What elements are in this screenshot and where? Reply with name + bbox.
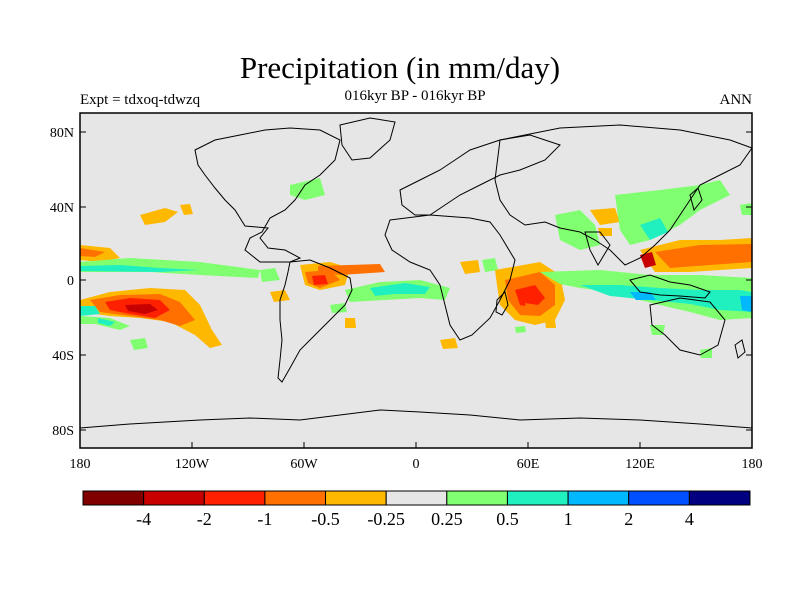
anomaly-patches	[80, 178, 752, 358]
colorbar-box	[82, 490, 145, 506]
season-label: ANN	[719, 92, 753, 108]
coastline-new-zealand	[734, 339, 746, 359]
patch-green	[80, 258, 260, 278]
colorbar-boxes	[82, 490, 751, 506]
patch-orange	[318, 264, 385, 275]
patch-yellow	[270, 290, 290, 302]
lon-tick-labels: 180 120W 60W 0 60E 120E 180	[70, 457, 763, 472]
colorbar-label: -4	[136, 509, 151, 529]
colorbar-label: 0.25	[431, 509, 463, 529]
patch-cyan	[98, 318, 115, 326]
patch-orange	[525, 303, 538, 312]
chart-title: Precipitation (in mm/day)	[239, 50, 561, 85]
colorbar-label: 4	[685, 509, 694, 529]
lat-tick-label: 0	[67, 274, 74, 289]
coastline-madagascar	[495, 291, 509, 316]
lon-tick-label: 120W	[175, 457, 210, 472]
colorbar-label: 1	[564, 509, 573, 529]
experiment-label: Expt = tdxoq-tdwzq	[80, 92, 201, 108]
colorbar-box	[446, 490, 508, 506]
colorbar-label: -0.5	[311, 509, 340, 529]
lon-ticks	[79, 442, 753, 448]
coastline-asia	[494, 124, 753, 266]
patch-cyan	[640, 218, 668, 240]
colorbar-box	[385, 490, 448, 506]
colorbar-box	[325, 490, 387, 506]
patch-blue	[740, 296, 752, 312]
colorbar-label: -0.25	[367, 509, 405, 529]
coastline-africa	[384, 214, 516, 341]
lon-tick-label: 120E	[625, 457, 655, 472]
colorbar-box	[688, 490, 751, 506]
colorbar-label: 0.5	[496, 509, 519, 529]
colorbar-box	[628, 490, 690, 506]
coastline-india	[584, 231, 611, 267]
lon-tick-label: 180	[742, 457, 763, 472]
colorbar-box	[506, 490, 569, 506]
coastline-indonesia	[629, 274, 711, 299]
patch-orange	[140, 208, 178, 225]
patch-red	[515, 285, 545, 308]
coastline-australia	[649, 297, 726, 356]
patch-blue	[630, 292, 656, 300]
lat-ticks	[80, 131, 752, 431]
colorbar-label: -1	[257, 509, 272, 529]
patch-green	[515, 326, 526, 333]
lat-tick-label: 40S	[52, 349, 74, 364]
colorbar-box	[567, 490, 630, 506]
patch-orange	[180, 204, 193, 215]
patch-red	[312, 275, 328, 285]
patch-green	[130, 338, 148, 350]
lon-tick-label: 180	[70, 457, 91, 472]
coastline-greenland	[339, 117, 396, 161]
patch-cyan	[80, 265, 200, 272]
patch-yellow	[545, 320, 556, 328]
patch-green	[555, 210, 600, 250]
coastline-north-america	[194, 127, 341, 263]
patch-green	[330, 303, 347, 313]
colorbar-box	[143, 490, 205, 506]
chart-subtitle: 016kyr BP - 016kyr BP	[344, 88, 486, 104]
patch-green	[482, 258, 498, 272]
patch-yellow	[460, 260, 480, 274]
patch-cyan	[370, 283, 430, 296]
colorbar-label: -2	[197, 509, 212, 529]
colorbar-box	[264, 490, 327, 506]
patch-orange	[655, 244, 752, 268]
coastlines	[79, 117, 753, 429]
patch-orange	[80, 248, 105, 257]
patch-yellow	[440, 338, 458, 349]
coastline-south-america	[277, 259, 353, 383]
patch-orange	[590, 208, 620, 225]
patch-darkred	[125, 304, 158, 314]
lat-tick-label: 80S	[52, 424, 74, 439]
lon-tick-label: 60W	[290, 457, 318, 472]
patch-red	[640, 252, 656, 268]
lat-tick-label: 80N	[50, 126, 74, 141]
coastline-japan	[689, 187, 703, 212]
colorbar-label: 2	[624, 509, 633, 529]
coastline-antarctica	[79, 409, 753, 429]
lon-tick-label: 0	[413, 457, 420, 472]
patch-green	[740, 203, 752, 215]
lat-tick-labels: 80N 40N 0 40S 80S	[50, 126, 74, 439]
lon-tick-label: 60E	[517, 457, 540, 472]
colorbar-box	[203, 490, 266, 506]
colorbar-labels: -4 -2 -1 -0.5 -0.25 0.25 0.5 1 2 4	[136, 509, 694, 529]
patch-green	[260, 268, 280, 282]
patch-yellow	[345, 318, 356, 328]
patch-cyan	[80, 306, 100, 316]
lat-tick-label: 40N	[50, 201, 74, 216]
